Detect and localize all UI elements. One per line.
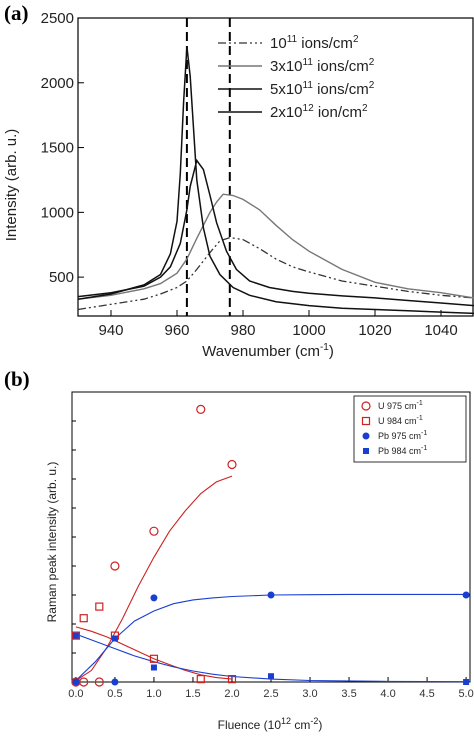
fit-curve xyxy=(75,633,467,683)
y-tick-label-a: 1500 xyxy=(41,140,74,157)
x-tick-label-b: 1.5 xyxy=(185,688,200,700)
plot-b: 0.0 0.5 1.0 1.5 2.0 2.5 3.0 3.5 4.0 4.5 5.0 U 975 c… xyxy=(68,391,474,700)
legend-label-b: Pb 984 cm-1 xyxy=(378,445,427,456)
legend-label-b: U 975 cm-1 xyxy=(378,400,423,411)
plot-frame-a xyxy=(77,17,474,317)
panel-a-label: (a) xyxy=(4,1,29,25)
y-axis-label-b: Raman peak intensity (arb. u.) xyxy=(45,462,59,623)
legend-label-a: 2x1012 ion/cm2 xyxy=(270,103,368,121)
data-point xyxy=(150,594,158,602)
data-point xyxy=(72,632,79,639)
data-point xyxy=(110,561,120,571)
x-tick-label-b: 4.0 xyxy=(380,688,395,700)
panel-b-label: (b) xyxy=(4,367,30,391)
x-axis-label-a: Wavenumber (cm-1) xyxy=(202,342,334,360)
data-point xyxy=(149,526,159,536)
x-tick-label-b: 5.0 xyxy=(458,688,473,700)
data-point xyxy=(462,591,470,599)
legend-marker-b xyxy=(361,401,371,411)
x-tick-label-b: 0.0 xyxy=(68,688,83,700)
data-point xyxy=(94,677,104,687)
x-tick-label-a: 980 xyxy=(230,322,255,339)
x-tick-label-b: 3.0 xyxy=(302,688,317,700)
x-tick-label-b: 2.0 xyxy=(224,688,239,700)
fit-curve xyxy=(75,626,233,680)
legend-label-b: Pb 975 cm-1 xyxy=(378,430,427,441)
y-tick-label-a: 2500 xyxy=(41,10,74,27)
data-point xyxy=(267,591,275,599)
x-tick-label-a: 960 xyxy=(164,322,189,339)
x-tick-label-b: 2.5 xyxy=(263,688,278,700)
x-tick-label-a: 940 xyxy=(98,322,123,339)
y-tick-label-a: 2000 xyxy=(41,75,74,92)
data-point xyxy=(72,678,80,686)
data-point xyxy=(71,631,81,640)
legend-marker-b xyxy=(363,448,369,454)
series-line-a xyxy=(77,236,474,311)
x-tick-label-b: 0.5 xyxy=(107,688,122,700)
data-point xyxy=(149,654,159,663)
data-point xyxy=(150,664,157,671)
data-point xyxy=(111,635,118,642)
legend-label-a: 5x1011 ions/cm2 xyxy=(270,80,375,98)
legend-label-a: 1011 ions/cm2 xyxy=(270,34,359,52)
x-tick-label-b: 3.5 xyxy=(341,688,356,700)
fit-curve xyxy=(75,475,233,681)
legend-label-a: 3x1011 ions/cm2 xyxy=(270,57,375,75)
legend-box-b xyxy=(353,395,467,463)
x-tick-label-b: 4.5 xyxy=(419,688,434,700)
series-line-a xyxy=(77,46,474,315)
x-tick-label-a: 1020 xyxy=(358,322,391,339)
y-axis-label-a: Intensity (arb. u.) xyxy=(3,129,20,242)
data-point xyxy=(227,459,237,470)
data-point xyxy=(196,674,205,684)
data-point xyxy=(227,674,237,684)
y-tick-label-a: 1000 xyxy=(41,204,74,221)
legend-label-b: U 984 cm-1 xyxy=(378,415,423,426)
data-point xyxy=(196,404,206,414)
legend-marker-b xyxy=(361,416,371,426)
x-tick-label-b: 1.0 xyxy=(146,688,161,700)
data-point xyxy=(95,602,104,611)
data-point xyxy=(79,677,89,687)
fit-curve xyxy=(75,593,467,681)
data-point xyxy=(79,614,88,623)
data-point xyxy=(111,678,119,686)
x-axis-label-b: Fluence (1012 cm-2) xyxy=(218,716,323,732)
series-line-a xyxy=(77,193,474,300)
x-tick-label-a: 1040 xyxy=(424,322,457,339)
series-line-a xyxy=(77,158,474,307)
data-point xyxy=(463,679,470,685)
x-tick-label-a: 1000 xyxy=(292,322,325,339)
y-tick-label-a: 500 xyxy=(49,269,74,286)
plot-a: 940 960 980 1000 1020 1040 500 1000 1500 2000 2500… xyxy=(41,10,474,339)
data-point xyxy=(268,673,274,680)
legend-marker-b xyxy=(362,432,370,440)
